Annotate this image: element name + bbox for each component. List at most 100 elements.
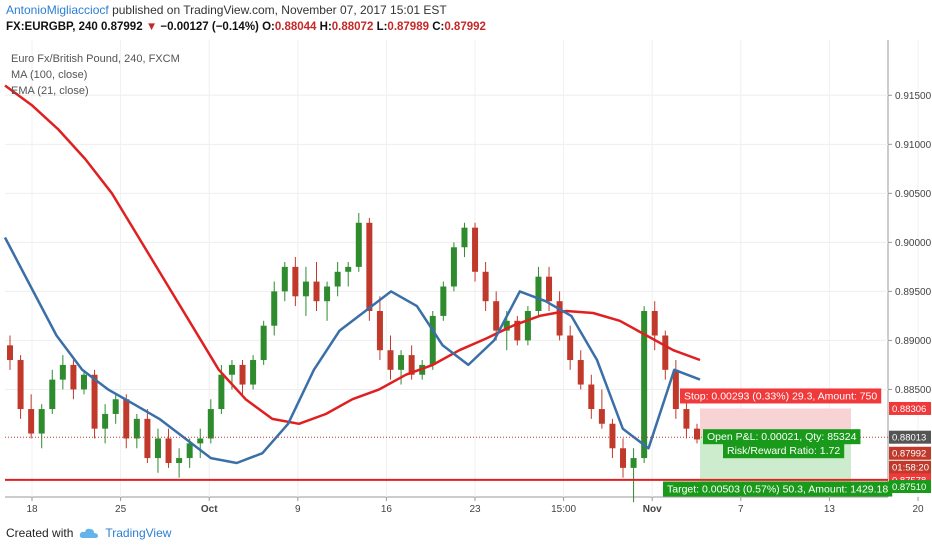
candle-body bbox=[440, 286, 447, 316]
candle-body bbox=[17, 360, 24, 410]
candle-body bbox=[176, 458, 183, 463]
candle-body bbox=[683, 409, 690, 429]
candle-body bbox=[450, 247, 457, 287]
candle-body bbox=[662, 335, 669, 370]
y-tick-label: 0.88500 bbox=[895, 385, 932, 396]
candle-body bbox=[524, 311, 531, 341]
candle-body bbox=[165, 438, 172, 463]
candle-body bbox=[334, 271, 341, 287]
created-with-label: Created with bbox=[6, 526, 74, 540]
candle-body bbox=[186, 443, 193, 459]
candle-body bbox=[313, 281, 320, 302]
candle-body bbox=[567, 335, 574, 361]
candle-body bbox=[535, 276, 542, 312]
x-tick-label: 15:00 bbox=[551, 504, 576, 515]
y-tick-label: 0.90000 bbox=[895, 238, 932, 249]
y-tick-label: 0.89500 bbox=[895, 287, 932, 298]
x-tick-label: 9 bbox=[295, 504, 301, 515]
candle-body bbox=[620, 448, 627, 468]
candle-body bbox=[472, 227, 479, 272]
last-price: 0.87992 bbox=[101, 21, 143, 33]
y-tick-label: 0.89000 bbox=[895, 336, 932, 347]
price-tag-label: 01:58:20 bbox=[892, 463, 929, 474]
candle-body bbox=[577, 360, 584, 385]
x-tick-label: 13 bbox=[824, 504, 836, 515]
legend-ma[interactable]: MA (100, close) bbox=[11, 69, 88, 81]
candle-body bbox=[387, 350, 394, 370]
symbol-label: FX:EURGBP, 240 bbox=[6, 21, 98, 33]
price-tag: 0.88013 bbox=[889, 430, 931, 444]
ema-line bbox=[3, 236, 701, 465]
x-tick-label: 20 bbox=[912, 504, 924, 515]
publish-line: AntonioMigliacciocf published on Trading… bbox=[6, 3, 447, 17]
candle-body bbox=[102, 413, 109, 429]
candle-body bbox=[28, 409, 35, 434]
x-tick-label: 16 bbox=[381, 504, 393, 515]
high-value: 0.88072 bbox=[331, 21, 374, 33]
candle-body bbox=[260, 325, 267, 361]
y-tick-label: 0.91000 bbox=[895, 140, 932, 151]
candle-body bbox=[228, 364, 235, 375]
candle-body bbox=[672, 369, 679, 410]
candle-body bbox=[250, 360, 257, 385]
candle-body bbox=[429, 315, 436, 365]
y-tick-label: 0.91500 bbox=[895, 91, 932, 102]
candle-body bbox=[609, 423, 616, 449]
open-value: 0.88044 bbox=[274, 21, 317, 33]
candle-body bbox=[70, 364, 77, 390]
candle-body bbox=[324, 286, 331, 302]
candle-body bbox=[376, 311, 383, 351]
x-tick-label: Oct bbox=[201, 504, 218, 515]
svg-text:Target: 0.00503 (0.57%) 50.3,: Target: 0.00503 (0.57%) 50.3, Amount: 14… bbox=[667, 484, 888, 496]
legend-title: Euro Fx/British Pound, 240, FXCM bbox=[11, 53, 180, 65]
published-text: published on TradingView.com, November 0… bbox=[112, 3, 447, 17]
position-overlay[interactable]: Stop: 0.00293 (0.33%) 29.3, Amount: 750 O… bbox=[663, 388, 893, 497]
candle-body bbox=[91, 374, 98, 429]
candle-body bbox=[302, 281, 309, 297]
price-tag: 0.87510 bbox=[889, 480, 931, 494]
candles bbox=[7, 212, 700, 503]
tradingview-link[interactable]: TradingView bbox=[105, 526, 172, 540]
svg-text:Open P&L: 0.00021, Qty: 85324: Open P&L: 0.00021, Qty: 85324 bbox=[707, 431, 857, 443]
close-value: 0.87992 bbox=[444, 21, 486, 33]
change-value: −0.00127 (−0.14%) bbox=[160, 21, 259, 33]
svg-text:Risk/Reward Ratio: 1.72: Risk/Reward Ratio: 1.72 bbox=[727, 445, 840, 457]
close-label: C: bbox=[432, 21, 445, 33]
candle-body bbox=[493, 301, 500, 331]
candle-body bbox=[514, 320, 521, 341]
candle-body bbox=[144, 418, 151, 459]
candle-body bbox=[641, 311, 648, 459]
candle-body bbox=[112, 399, 119, 414]
price-tag: 01:58:20 bbox=[889, 460, 931, 474]
x-tick-label: Nov bbox=[643, 504, 662, 515]
price-chart[interactable]: Stop: 0.00293 (0.33%) 29.3, Amount: 750 O… bbox=[0, 0, 932, 520]
candle-body bbox=[482, 271, 489, 302]
target-label-box: Target: 0.00503 (0.57%) 50.3, Amount: 14… bbox=[663, 481, 893, 497]
candle-body bbox=[218, 374, 225, 410]
candle-body bbox=[366, 222, 373, 312]
candle-body bbox=[292, 266, 299, 297]
high-label: H: bbox=[319, 21, 332, 33]
candle-body bbox=[197, 438, 204, 444]
author-link[interactable]: AntonioMigliacciocf bbox=[6, 3, 109, 17]
x-tick-label: 18 bbox=[26, 504, 38, 515]
price-tag-label: 0.87992 bbox=[892, 449, 926, 460]
candle-body bbox=[461, 227, 468, 248]
price-tag: 0.87992 bbox=[889, 446, 931, 460]
price-tag-bg bbox=[889, 446, 931, 460]
candle-body bbox=[408, 355, 415, 375]
candle-body bbox=[59, 364, 66, 380]
chart-legend: Euro Fx/British Pound, 240, FXCM MA (100… bbox=[11, 51, 180, 99]
low-label: L: bbox=[376, 21, 388, 33]
price-tag-bg bbox=[889, 480, 931, 494]
candle-body bbox=[598, 409, 605, 424]
candle-body bbox=[133, 418, 140, 439]
candle-body bbox=[49, 379, 56, 410]
candle-body bbox=[588, 384, 595, 410]
x-tick-label: 25 bbox=[115, 504, 127, 515]
candle-body bbox=[630, 458, 637, 468]
candle-body bbox=[546, 276, 553, 302]
price-tag-bg bbox=[889, 460, 931, 474]
legend-ema[interactable]: EMA (21, close) bbox=[11, 85, 89, 97]
rr-label-box: Risk/Reward Ratio: 1.72 bbox=[723, 443, 845, 459]
